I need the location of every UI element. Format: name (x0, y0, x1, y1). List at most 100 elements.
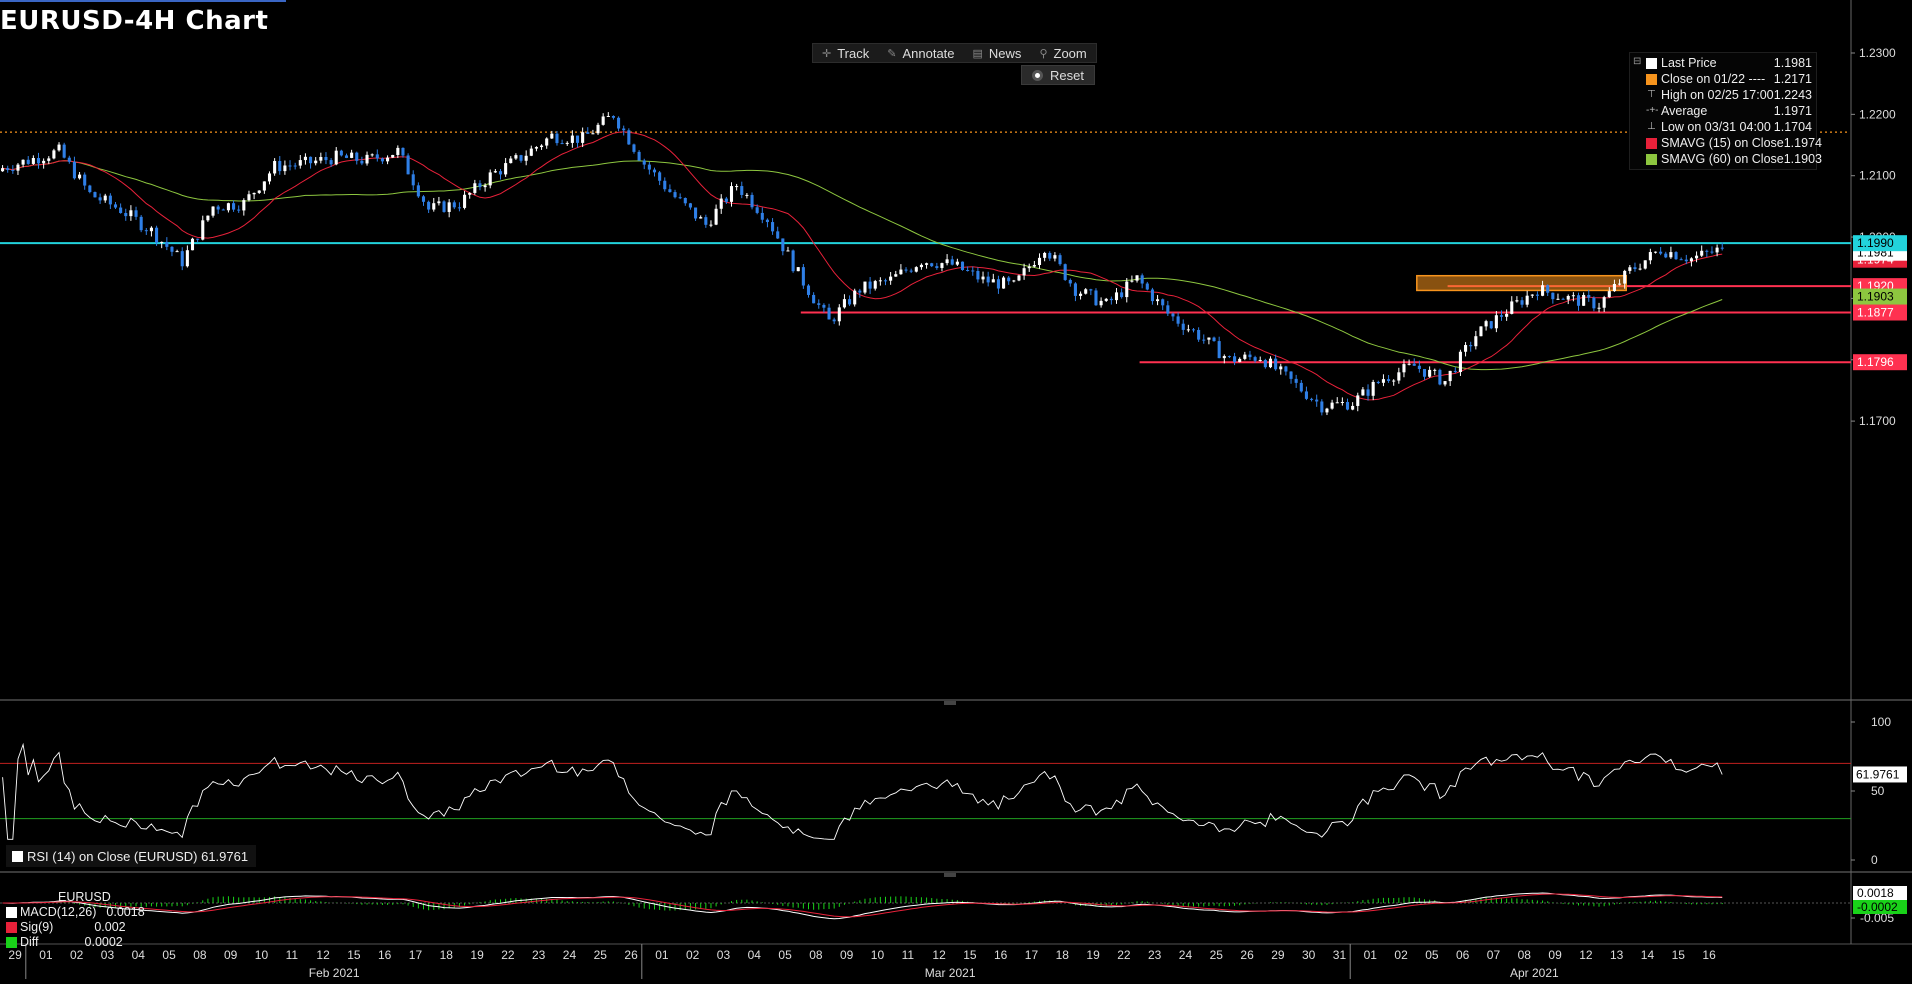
candle (62, 144, 66, 158)
candle (1387, 379, 1391, 381)
x-day-label: 12 (1579, 948, 1593, 962)
candle (765, 219, 769, 223)
reset-button[interactable]: Reset (1021, 65, 1095, 85)
x-day-label: 08 (1518, 948, 1532, 962)
candle (1407, 363, 1411, 365)
candle (1433, 369, 1437, 371)
candle (170, 246, 174, 252)
annotate-label: Annotate (902, 45, 955, 61)
x-day-label: 24 (563, 948, 577, 962)
candle (1032, 265, 1036, 267)
candle (26, 159, 30, 164)
support-badge: 1.1877 (1857, 306, 1894, 320)
candle (1207, 337, 1211, 340)
legend-value: 1.1903 (1783, 152, 1822, 166)
candle (945, 259, 949, 264)
candle (617, 117, 621, 129)
candle (72, 161, 76, 179)
candle (1181, 323, 1185, 330)
candle (822, 304, 826, 308)
candle (1474, 336, 1478, 347)
zoom-button[interactable]: ⚲ Zoom (1030, 44, 1095, 62)
track-button[interactable]: ✛ Track (813, 44, 878, 62)
candle (144, 230, 148, 232)
candle (606, 115, 610, 117)
x-day-label: 10 (871, 948, 885, 962)
candle (1099, 300, 1103, 306)
x-day-label: 12 (316, 948, 330, 962)
candle (1253, 357, 1257, 361)
candle (745, 194, 749, 196)
candle (201, 220, 205, 240)
legend-label: SMAVG (60) on Close (1661, 152, 1784, 166)
candle (950, 259, 954, 265)
candle (1304, 391, 1308, 399)
candle (868, 281, 872, 289)
candle (986, 276, 990, 283)
candle (1484, 321, 1488, 327)
candle (524, 155, 528, 161)
x-day-label: 30 (1302, 948, 1316, 962)
candle (647, 164, 651, 170)
candle (78, 174, 82, 179)
candle (971, 270, 975, 272)
candle (237, 209, 241, 211)
candle (550, 133, 554, 139)
news-button[interactable]: ▤ News (964, 44, 1031, 62)
candle (365, 154, 369, 164)
white-square-icon (12, 850, 23, 862)
collapse-icon[interactable]: ⊟ (1633, 56, 1642, 67)
candle (909, 270, 913, 272)
candle (817, 303, 821, 305)
sma15-line (2, 131, 1723, 401)
diff-badge-bg (1853, 900, 1907, 914)
diff-badge: -0.0002 (1857, 900, 1898, 914)
diff-row-label: Diff (20, 935, 39, 949)
candle (139, 216, 143, 231)
x-day-label: 19 (470, 948, 484, 962)
candle (1171, 313, 1175, 317)
candle (1710, 251, 1714, 253)
x-day-label: 03 (717, 948, 731, 962)
candle (534, 147, 538, 149)
candle (1515, 300, 1519, 302)
candle (1700, 250, 1704, 256)
candle (329, 160, 333, 165)
chart-toolbar: ✛ Track ✎ Annotate ▤ News ⚲ Zoom (812, 43, 1097, 63)
candle (124, 212, 128, 217)
x-day-label: 31 (1333, 948, 1347, 962)
candle (416, 185, 420, 197)
candle (930, 263, 934, 267)
candle (1428, 369, 1432, 377)
candle (1166, 305, 1170, 314)
news-icon: ▤ (972, 47, 983, 60)
x-day-label: 16 (378, 948, 392, 962)
annotate-button[interactable]: ✎ Annotate (878, 44, 963, 62)
legend-row-sma15: SMAVG (15) on Close 1.1974 (1646, 135, 1822, 151)
candle (252, 192, 256, 195)
x-day-label: 12 (932, 948, 946, 962)
x-month-label: Mar 2021 (925, 966, 976, 980)
candle (1587, 294, 1591, 298)
candle (432, 203, 436, 210)
candle (1191, 329, 1196, 331)
candle (678, 197, 682, 199)
x-day-label: 17 (409, 948, 423, 962)
candle (827, 307, 831, 320)
candle (1530, 294, 1534, 296)
candle (1002, 277, 1006, 289)
candle (1340, 401, 1344, 403)
candle (493, 171, 497, 173)
x-month-label: Feb 2021 (309, 966, 360, 980)
candle (781, 238, 785, 252)
candle (190, 238, 195, 251)
candle (262, 181, 266, 191)
candle (242, 200, 246, 211)
candle (1618, 283, 1622, 285)
candle (1079, 293, 1083, 296)
candle (1222, 356, 1226, 359)
candle (1510, 301, 1514, 314)
candle (601, 116, 605, 125)
